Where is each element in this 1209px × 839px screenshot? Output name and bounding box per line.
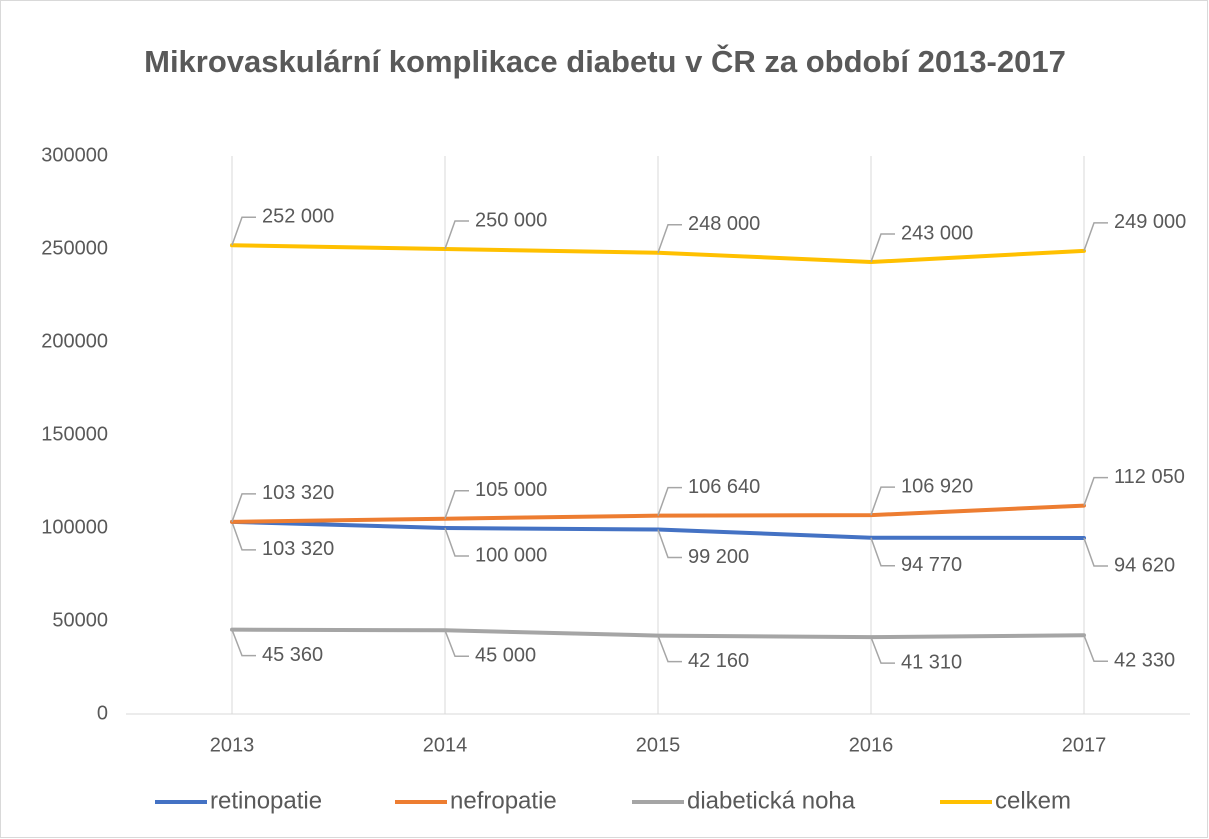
leader-line [444, 489, 469, 519]
y-tick-label: 300000 [41, 144, 108, 166]
leader-line [1083, 537, 1108, 567]
data-label: 243 000 [901, 222, 973, 244]
legend-label: retinopatie [210, 787, 322, 814]
data-label: 45 360 [262, 644, 323, 666]
data-label: 249 000 [1114, 211, 1186, 233]
x-tick-label: 2016 [849, 734, 894, 756]
series-line [230, 503, 1086, 524]
y-tick-label: 250000 [41, 237, 108, 259]
y-tick-label: 0 [97, 702, 108, 724]
y-tick-label: 150000 [41, 423, 108, 445]
y-tick-label: 200000 [41, 330, 108, 352]
data-label: 42 160 [688, 650, 749, 672]
data-label: 105 000 [475, 479, 547, 501]
leader-line [444, 220, 469, 250]
data-label: 103 320 [262, 482, 334, 504]
leader-line [1083, 634, 1108, 663]
leader-line [657, 529, 682, 559]
legend-label: nefropatie [450, 787, 557, 814]
data-label: 99 200 [688, 546, 749, 568]
leader-line [657, 223, 682, 253]
leader-line [1083, 222, 1108, 252]
leader-line [231, 493, 256, 523]
data-label: 106 920 [901, 475, 973, 497]
leader-line [231, 521, 256, 551]
series-line [230, 627, 1086, 640]
leader-line [231, 216, 256, 246]
data-label: 41 310 [901, 651, 962, 673]
y-tick-label: 50000 [52, 609, 108, 631]
chart-title: Mikrovaskulární komplikace diabetu v ČR … [144, 44, 1066, 79]
data-label: 248 000 [688, 213, 760, 235]
data-label: 250 000 [475, 209, 547, 231]
leader-line [870, 486, 895, 516]
legend-label: celkem [995, 787, 1071, 814]
data-label: 252 000 [262, 206, 334, 228]
leader-line [1083, 476, 1108, 506]
leader-line [444, 630, 469, 658]
data-label: 100 000 [475, 544, 547, 566]
legend-label: diabetická noha [687, 787, 856, 814]
leader-line [657, 486, 682, 516]
y-tick-label: 100000 [41, 516, 108, 538]
data-label: 45 000 [475, 645, 536, 667]
leader-line [870, 233, 895, 263]
data-label: 103 320 [262, 538, 334, 560]
x-tick-label: 2014 [423, 734, 468, 756]
leader-line [657, 635, 682, 663]
data-label: 94 770 [901, 554, 962, 576]
data-label: 42 330 [1114, 650, 1175, 672]
leader-line [870, 537, 895, 567]
x-tick-label: 2017 [1062, 734, 1107, 756]
leader-line [870, 636, 895, 664]
leader-line [444, 527, 469, 557]
data-label: 112 050 [1114, 466, 1185, 488]
x-tick-label: 2015 [636, 734, 681, 756]
x-tick-label: 2013 [210, 734, 255, 756]
leader-line [231, 629, 256, 657]
data-label: 94 620 [1114, 554, 1175, 576]
data-label: 106 640 [688, 476, 760, 498]
